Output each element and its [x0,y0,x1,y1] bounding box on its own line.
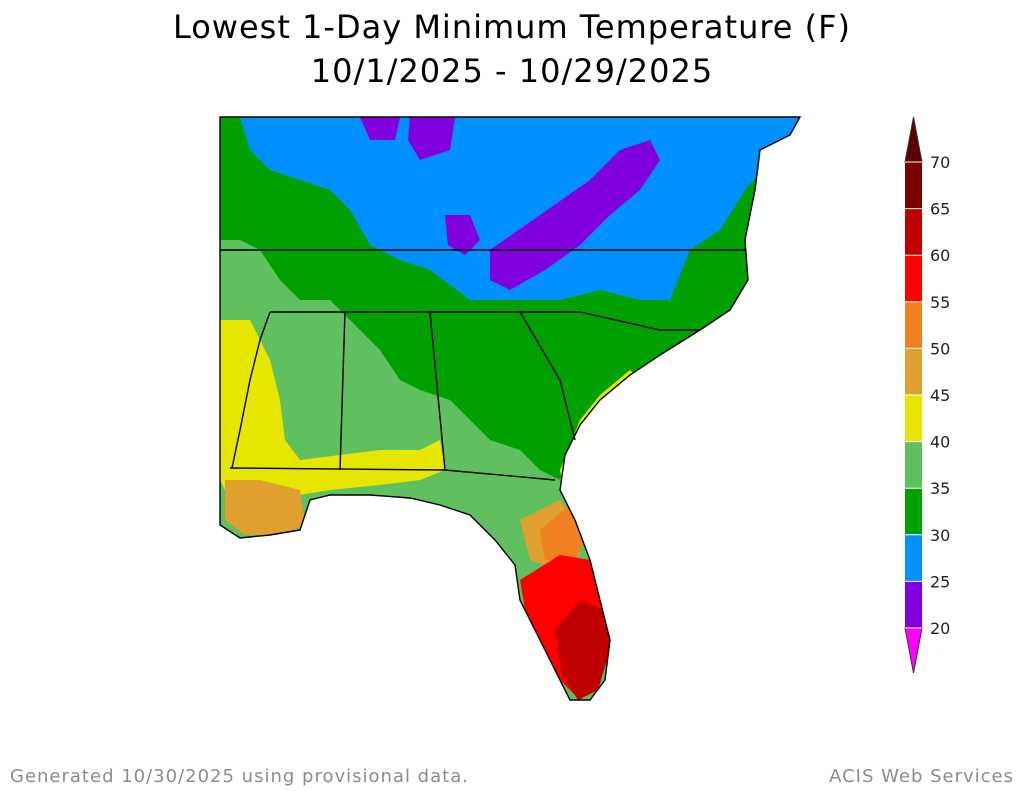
map-title: Lowest 1-Day Minimum Temperature (F) [172,8,852,46]
region-25-30-north [360,117,400,140]
legend-tick-label: 55 [930,293,950,312]
legend-tick-label: 45 [930,386,950,405]
legend-bin [905,162,922,209]
legend-tick-label: 25 [930,572,950,591]
legend-tick-label: 65 [930,200,950,219]
legend-bin [905,581,922,628]
legend-bin [905,348,922,395]
source-credit: ACIS Web Services [829,766,1014,787]
region-25-30-wv [445,215,480,255]
legend-bin [905,255,922,302]
region-45-50-gulf [220,320,445,500]
legend-bin [905,395,922,442]
legend-tick-label: 60 [930,246,950,265]
legend-tick-label: 70 [930,153,950,172]
region-65-70 [555,600,610,700]
legend-bin [905,534,922,582]
legend-min-arrow [904,627,923,674]
legend-bin [905,488,922,535]
map-date-range: 10/1/2025 - 10/29/2025 [310,52,714,90]
legend-max-arrow [904,116,923,163]
legend-tick-label: 30 [930,526,950,545]
legend-tick-label: 35 [930,479,950,498]
legend-colorbar: 70 65 60 55 50 45 40 35 30 25 20 [904,116,950,674]
region-25-30-north2 [408,117,455,160]
region-25-30-appalachian [490,140,660,290]
legend-bin [905,208,922,256]
state-boundaries [219,116,802,701]
legend-tick-label: 40 [930,433,950,452]
legend-bin [905,301,922,349]
legend-bin [905,441,922,489]
region-50-55-la [225,480,305,535]
temperature-fill-regions [220,117,800,700]
legend-tick-label: 50 [930,339,950,358]
region-30-35 [240,117,800,300]
legend-tick-label: 20 [930,619,950,638]
generated-note: Generated 10/30/2025 using provisional d… [10,766,469,787]
